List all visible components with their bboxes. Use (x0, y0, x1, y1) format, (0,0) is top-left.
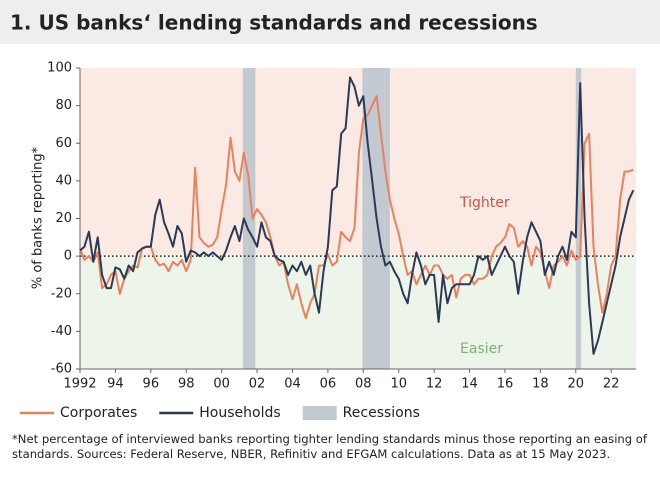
x-tick-label: 1992 (63, 377, 96, 392)
y-tick-label: 0 (64, 249, 72, 264)
y-tick-label: -20 (51, 286, 72, 301)
x-tick-label: 08 (355, 377, 372, 392)
x-tick-label: 12 (426, 377, 443, 392)
y-tick-label: 20 (55, 211, 72, 226)
recession-band (575, 68, 582, 369)
x-tick-label: 98 (178, 377, 195, 392)
y-tick-label: 40 (55, 173, 72, 188)
annotation: Tighter (459, 195, 510, 211)
title-bar (0, 0, 660, 44)
x-tick-label: 06 (320, 377, 337, 392)
legend-label: Recessions (343, 405, 420, 421)
x-tick-label: 94 (107, 377, 124, 392)
x-tick-label: 10 (390, 377, 407, 392)
series-line (79, 76, 635, 355)
y-tick-label: 100 (47, 61, 72, 76)
x-tick-label: 22 (603, 377, 620, 392)
x-tick-label: 14 (461, 377, 478, 392)
legend-label: Corporates (60, 405, 137, 421)
x-tick-label: 16 (497, 377, 514, 392)
x-tick-label: 04 (284, 377, 301, 392)
x-tick-label: 96 (143, 377, 160, 392)
y-tick-label: 60 (55, 136, 72, 151)
y-tick-label: -40 (51, 324, 72, 339)
x-tick-label: 02 (249, 377, 266, 392)
x-tick-label: 20 (568, 377, 585, 392)
y-axis-label: % of banks reporting* (31, 146, 46, 289)
legend-swatch (302, 406, 337, 420)
annotation: Easier (460, 341, 503, 357)
x-tick-label: 18 (532, 377, 549, 392)
series-line (79, 95, 634, 320)
footnote: *Net percentage of interviewed banks rep… (12, 432, 647, 461)
x-tick-label: 00 (213, 377, 230, 392)
y-tick-label: -60 (51, 362, 72, 377)
easier-zone (80, 256, 636, 369)
y-tick-label: 80 (55, 98, 72, 113)
chart-title: 1. US banks‘ lending standards and reces… (10, 11, 538, 35)
legend-label: Households (199, 405, 280, 421)
recession-band (242, 68, 256, 369)
